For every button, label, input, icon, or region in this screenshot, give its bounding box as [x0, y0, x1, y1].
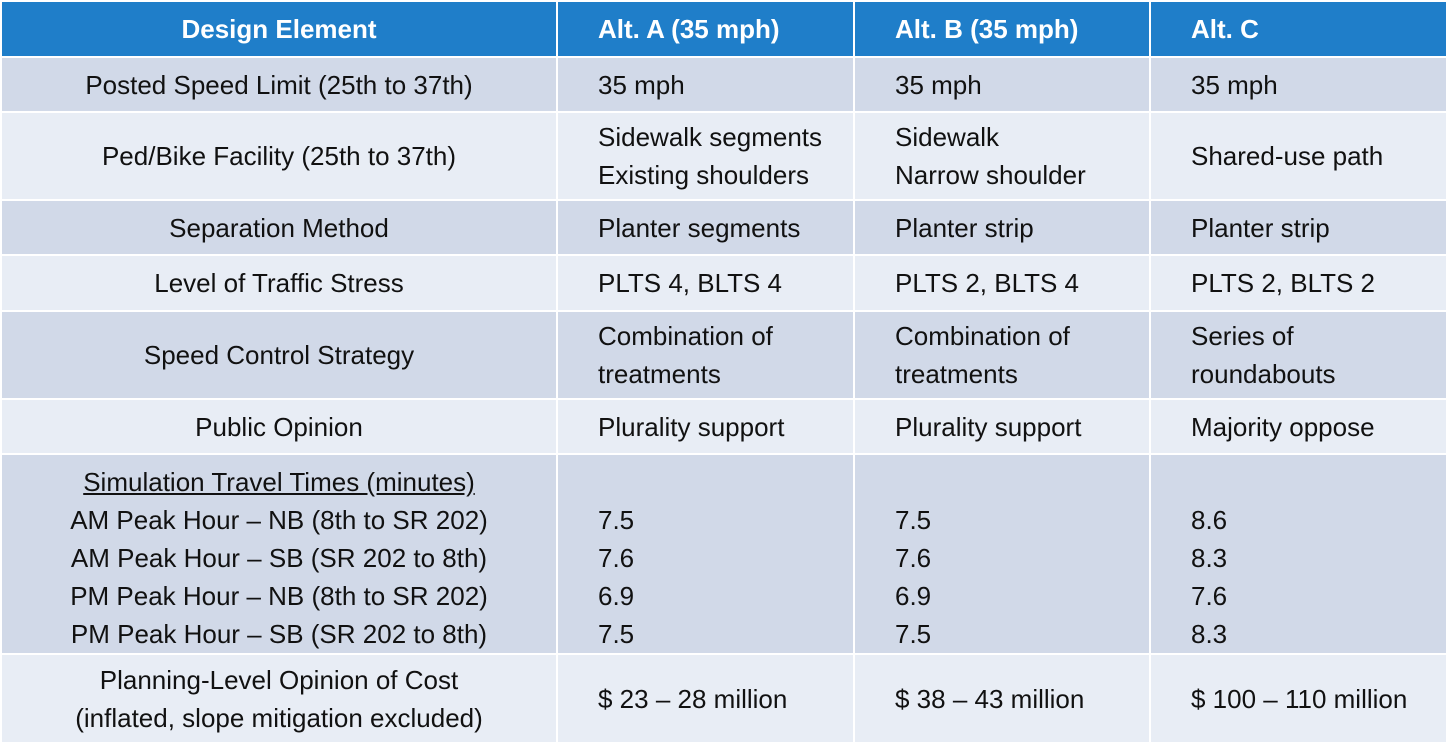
alt-a-cell: Planter segments	[556, 199, 855, 256]
cell-line: $ 23 – 28 million	[598, 683, 788, 714]
alt-a-cell: PLTS 4, BLTS 4	[556, 254, 855, 312]
alt-b-cell: Combination of treatments	[853, 310, 1151, 400]
alt-b-cell: Planter strip	[853, 199, 1151, 256]
row-label-line: Level of Traffic Stress	[154, 268, 404, 298]
cell-line: Plurality support	[598, 411, 785, 442]
table-row: Level of Traffic Stress PLTS 4, BLTS 4 P…	[0, 254, 1446, 312]
row-label-line: AM Peak Hour – SB (SR 202 to 8th)	[70, 543, 488, 573]
cell-line: 7.6	[598, 543, 635, 573]
table-row: Posted Speed Limit (25th to 37th) 35 mph…	[0, 56, 1446, 113]
row-label: Separation Method	[0, 199, 558, 256]
row-label-line: Separation Method	[169, 212, 389, 243]
table-row: Separation Method Planter segments Plant…	[0, 199, 1446, 256]
cell-line: Combination of	[598, 321, 773, 351]
cell-line: PLTS 2, BLTS 2	[1191, 268, 1376, 298]
cell-line: Narrow shoulder	[895, 160, 1086, 190]
cell-line: Series of	[1191, 321, 1294, 351]
table-row: Speed Control Strategy Combination of tr…	[0, 310, 1446, 400]
row-label-line: AM Peak Hour – NB (8th to SR 202)	[70, 505, 488, 535]
cell-line: 8.3	[1191, 619, 1228, 649]
header-alt-c: Alt. C	[1149, 0, 1446, 58]
alt-a-cell: Sidewalk segments Existing shoulders	[556, 111, 855, 201]
alt-b-cell: 35 mph	[853, 56, 1151, 113]
alt-a-cell: $ 23 – 28 million	[556, 653, 855, 744]
alt-c-cell: Series of roundabouts	[1149, 310, 1446, 400]
cell-line: Existing shoulders	[598, 160, 809, 190]
cell-line: 35 mph	[895, 69, 982, 100]
row-label-line: Simulation Travel Times (minutes)	[83, 467, 475, 497]
alt-b-cell: Sidewalk Narrow shoulder	[853, 111, 1151, 201]
row-label: Level of Traffic Stress	[0, 254, 558, 312]
row-label-line: Ped/Bike Facility (25th to 37th)	[101, 141, 457, 171]
cell-line: 6.9	[598, 581, 635, 611]
cell-line: 7.6	[1191, 581, 1228, 611]
table-row: Planning-Level Opinion of Cost (inflated…	[0, 653, 1446, 744]
cell-line: $ 100 – 110 million	[1191, 683, 1408, 714]
cell-line: Sidewalk	[895, 122, 1000, 152]
cell-line: 7.6	[895, 543, 932, 573]
cell-line: 8.6	[1191, 505, 1228, 535]
cell-line: Plurality support	[895, 411, 1082, 442]
row-label-line: PM Peak Hour – NB (8th to SR 202)	[70, 581, 488, 611]
alt-c-cell: $ 100 – 110 million	[1149, 653, 1446, 744]
header-design-element: Design Element	[0, 0, 558, 58]
row-label: Posted Speed Limit (25th to 37th)	[0, 56, 558, 113]
row-label-line: Posted Speed Limit (25th to 37th)	[85, 69, 473, 100]
alt-c-cell: Planter strip	[1149, 199, 1446, 256]
cell-line: 8.3	[1191, 543, 1228, 573]
cell-line: Planter strip	[1191, 212, 1330, 243]
cell-line: treatments	[895, 359, 1018, 389]
row-label-line: Public Opinion	[195, 411, 363, 442]
table-row: Ped/Bike Facility (25th to 37th) Sidewal…	[0, 111, 1446, 201]
cell-line: 7.5	[895, 505, 932, 535]
cell-line: 35 mph	[1191, 69, 1278, 100]
cell-line: PLTS 4, BLTS 4	[598, 268, 783, 298]
alt-a-cell: 7.5 7.6 6.9 7.5	[556, 453, 855, 655]
alt-a-cell: Combination of treatments	[556, 310, 855, 400]
cell-line: Planter segments	[598, 212, 801, 243]
cell-line: 7.5	[895, 619, 932, 649]
header-alt-a: Alt. A (35 mph)	[556, 0, 855, 58]
cell-line: roundabouts	[1191, 359, 1336, 389]
alt-c-cell: 35 mph	[1149, 56, 1446, 113]
alt-a-cell: 35 mph	[556, 56, 855, 113]
cell-line: Shared-use path	[1191, 141, 1384, 171]
cell-line: Combination of	[895, 321, 1070, 351]
table-row: Simulation Travel Times (minutes) AM Pea…	[0, 453, 1446, 655]
cell-line: Majority oppose	[1191, 411, 1375, 442]
cell-line: 7.5	[598, 505, 635, 535]
row-label: Simulation Travel Times (minutes) AM Pea…	[0, 453, 558, 655]
row-label: Speed Control Strategy	[0, 310, 558, 400]
alt-b-cell: Plurality support	[853, 398, 1151, 455]
row-label-line: Speed Control Strategy	[143, 340, 415, 370]
row-label-line: (inflated, slope mitigation excluded)	[75, 702, 483, 733]
header-row: Design Element Alt. A (35 mph) Alt. B (3…	[0, 0, 1446, 58]
alt-a-cell: Plurality support	[556, 398, 855, 455]
alt-b-cell: PLTS 2, BLTS 4	[853, 254, 1151, 312]
cell-line: 7.5	[598, 619, 635, 649]
cell-line: PLTS 2, BLTS 4	[895, 268, 1080, 298]
row-label-line: Planning-Level Opinion of Cost	[99, 664, 459, 695]
alt-b-cell: 7.5 7.6 6.9 7.5	[853, 453, 1151, 655]
row-label-line: PM Peak Hour – SB (SR 202 to 8th)	[70, 619, 488, 649]
cell-line: Sidewalk segments	[598, 122, 822, 152]
cell-line: 35 mph	[598, 69, 685, 100]
table-row: Public Opinion Plurality support Plurali…	[0, 398, 1446, 455]
row-label: Ped/Bike Facility (25th to 37th)	[0, 111, 558, 201]
alt-c-cell: 8.6 8.3 7.6 8.3	[1149, 453, 1446, 655]
cell-line: 6.9	[895, 581, 932, 611]
cell-line: Planter strip	[895, 212, 1034, 243]
cell-line: $ 38 – 43 million	[895, 683, 1085, 714]
header-alt-b: Alt. B (35 mph)	[853, 0, 1151, 58]
row-label: Public Opinion	[0, 398, 558, 455]
alt-c-cell: PLTS 2, BLTS 2	[1149, 254, 1446, 312]
row-label: Planning-Level Opinion of Cost (inflated…	[0, 653, 558, 744]
alt-c-cell: Majority oppose	[1149, 398, 1446, 455]
cell-line: treatments	[598, 359, 721, 389]
alt-b-cell: $ 38 – 43 million	[853, 653, 1151, 744]
alt-c-cell: Shared-use path	[1149, 111, 1446, 201]
